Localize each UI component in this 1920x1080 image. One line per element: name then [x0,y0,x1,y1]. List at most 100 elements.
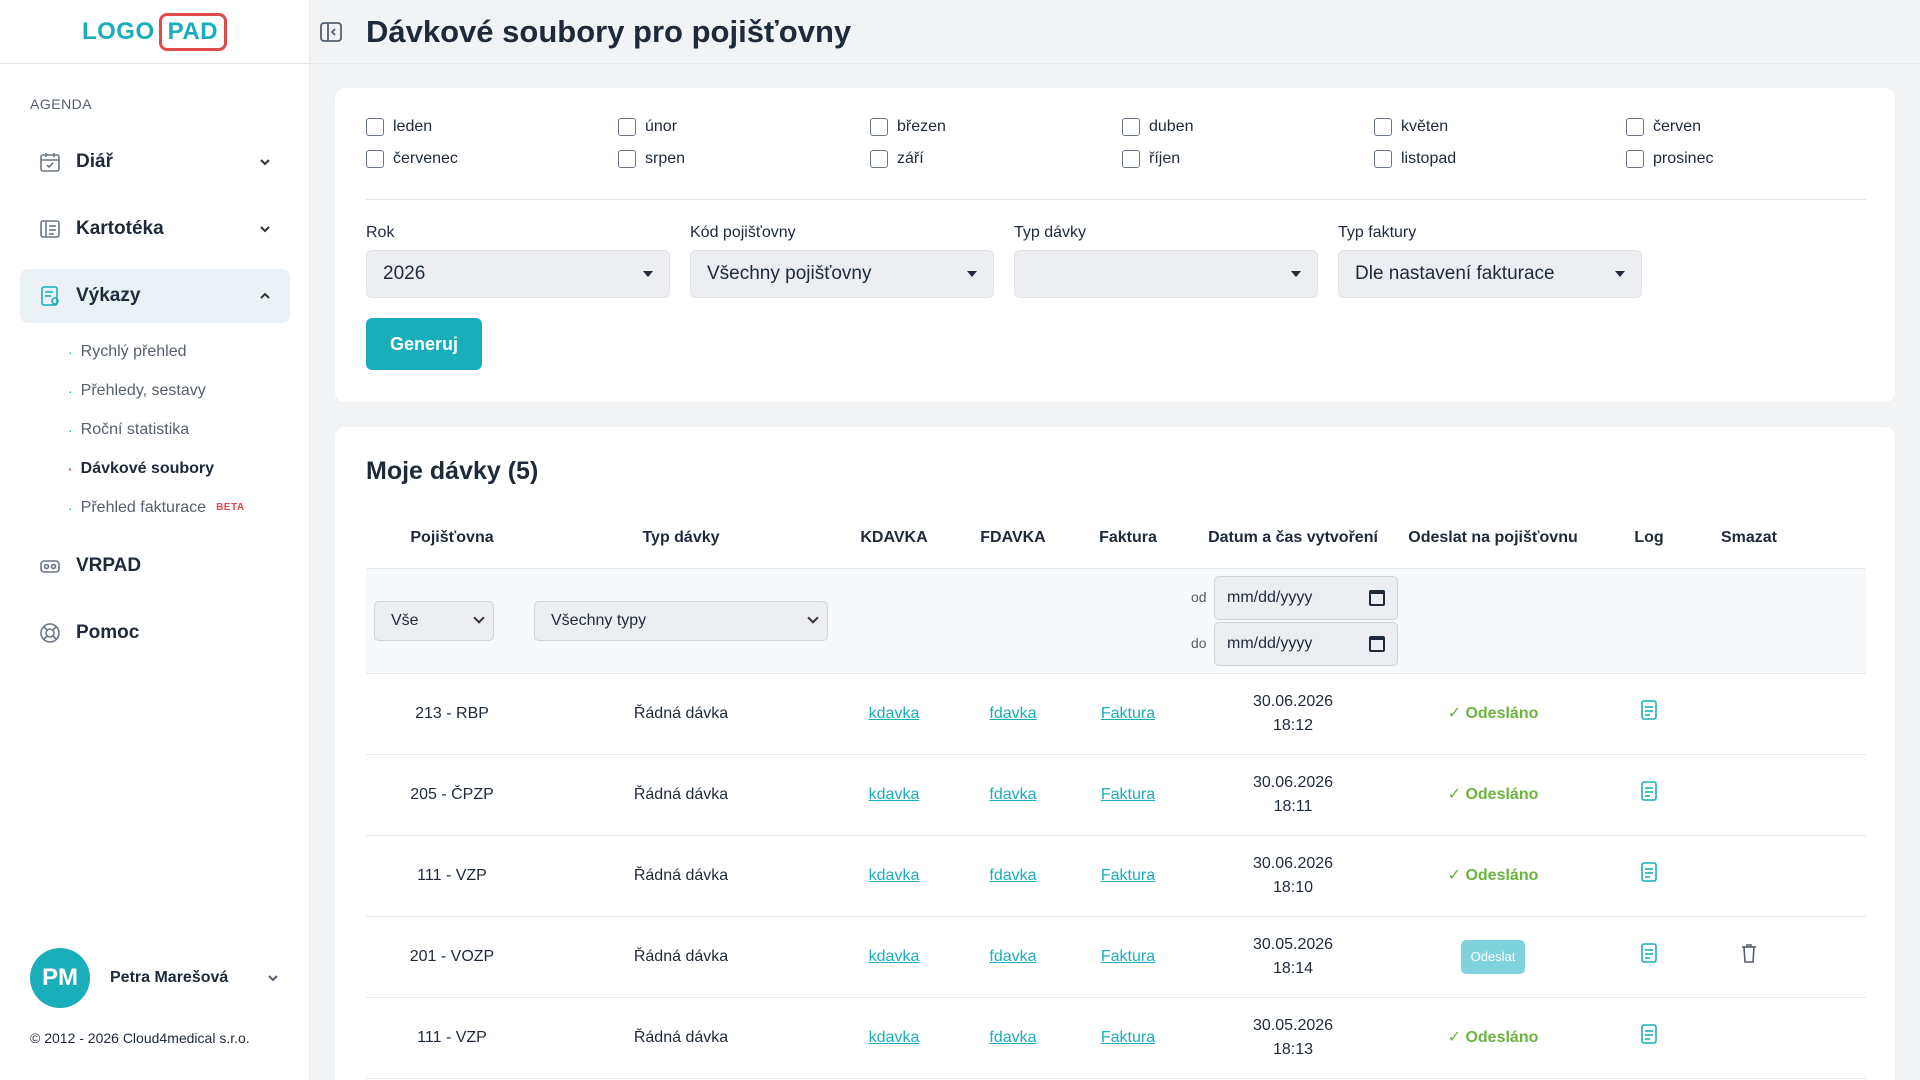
subnav-item-rocni-statistika[interactable]: · Roční statistika [68,410,290,449]
typ-davky-select[interactable] [1014,250,1318,298]
trash-icon[interactable] [1739,942,1759,964]
cell-typ: Řádná dávka [633,705,729,722]
checkbox[interactable] [366,118,384,136]
log-document-icon[interactable] [1639,861,1659,883]
checkbox[interactable] [1626,150,1644,168]
fdavka-link[interactable]: fdavka [989,786,1037,803]
field-label: Typ faktury [1338,224,1417,241]
nav-item-diar[interactable]: Diář [20,135,290,189]
checkbox[interactable] [870,150,888,168]
nav-item-kartoteka[interactable]: Kartotéka [20,202,290,256]
filter-card: leden únor březen duben květen červen če… [335,88,1895,402]
checkbox[interactable] [1122,150,1140,168]
date-from-input[interactable]: mm/dd/yyyy [1214,576,1398,620]
checkbox[interactable] [1374,150,1392,168]
subnav-item-prehled-fakturace[interactable]: · Přehled fakturace BETA [68,488,290,527]
faktura-link[interactable]: Faktura [1100,1029,1156,1046]
faktura-link[interactable]: Faktura [1100,786,1156,803]
month-checkbox-rijen[interactable]: říjen [1122,150,1374,168]
kdavka-link[interactable]: kdavka [868,1029,920,1046]
cell-typ: Řádná dávka [633,948,729,965]
kdavka-link[interactable]: kdavka [868,867,920,884]
calendar-icon[interactable] [1369,590,1385,606]
page-title: Dávkové soubory pro pojišťovny [366,13,852,49]
status-sent: ✓ Odesláno [1447,786,1539,803]
month-checkbox-prosinec[interactable]: prosinec [1626,150,1878,168]
month-checkbox-unor[interactable]: únor [618,118,870,136]
cell-time: 18:12 [1272,717,1314,734]
fdavka-link[interactable]: fdavka [989,867,1037,884]
log-document-icon[interactable] [1639,780,1659,802]
nav-item-label: Diář [76,151,113,172]
table-row: 201 - VOZP Řádná dávka kdavka fdavka Fak… [366,917,1866,998]
logo[interactable]: LOGO PAD [82,12,228,51]
fdavka-link[interactable]: fdavka [989,948,1037,965]
log-document-icon[interactable] [1639,942,1659,964]
log-document-icon[interactable] [1639,1023,1659,1045]
nav-item-vykazy[interactable]: Výkazy [20,269,290,323]
checkbox[interactable] [618,150,636,168]
caret-down-icon [643,271,653,277]
checkbox[interactable] [366,150,384,168]
nav-item-pomoc[interactable]: Pomoc [20,606,290,660]
month-checkbox-srpen[interactable]: srpen [618,150,870,168]
cell-pojistovna: 201 - VOZP [409,948,495,965]
month-checkbox-brezen[interactable]: březen [870,118,1122,136]
month-checkbox-duben[interactable]: duben [1122,118,1374,136]
rok-select[interactable]: 2026 [366,250,670,298]
checkbox[interactable] [1122,118,1140,136]
bullet: · [68,382,73,399]
chevron-down-icon [260,159,270,166]
subnav-label: Přehled fakturace [80,498,207,516]
checkbox[interactable] [1626,118,1644,136]
table-row: 111 - VZP Řádná dávka kdavka fdavka Fakt… [366,836,1866,917]
subnav-item-rychly-prehled[interactable]: · Rychlý přehled [68,332,290,371]
kdavka-link[interactable]: kdavka [868,948,920,965]
avatar: PM [30,948,90,1008]
fdavka-link[interactable]: fdavka [989,705,1037,722]
field-typ-davky: Typ dávky [1014,224,1318,298]
subnav-label: Dávkové soubory [80,459,215,477]
logo-area: LOGO PAD [0,0,309,64]
checkbox[interactable] [618,118,636,136]
send-button[interactable]: Odeslat [1460,940,1526,974]
log-document-icon[interactable] [1639,699,1659,721]
month-checkbox-cervenec[interactable]: červenec [366,150,618,168]
month-checkbox-listopad[interactable]: listopad [1374,150,1626,168]
nav-item-vrpad[interactable]: VRPAD [20,539,290,593]
generate-button[interactable]: Generuj [366,318,482,370]
month-checkboxes: leden únor březen duben květen červen če… [366,118,1866,168]
kod-pojistovny-select[interactable]: Všechny pojišťovny [690,250,994,298]
month-checkbox-kveten[interactable]: květen [1374,118,1626,136]
subnav-item-davkove-soubory[interactable]: · Dávkové soubory [68,449,290,488]
month-checkbox-leden[interactable]: leden [366,118,618,136]
subnav-item-prehledy[interactable]: · Přehledy, sestavy [68,371,290,410]
kdavka-link[interactable]: kdavka [868,786,920,803]
kdavka-link[interactable]: kdavka [868,705,920,722]
faktura-link[interactable]: Faktura [1100,948,1156,965]
typ-filter-select[interactable]: Všechny typy [534,601,828,641]
date-to-input[interactable]: mm/dd/yyyy [1214,622,1398,666]
checkbox[interactable] [1374,118,1392,136]
date-from-label: od [1191,589,1207,605]
checkbox[interactable] [870,118,888,136]
table-row: 111 - VZP Řádná dávka kdavka fdavka Fakt… [366,998,1866,1079]
page-header: Dávkové soubory pro pojišťovny [310,0,1920,64]
bullet: · [68,421,73,438]
month-checkbox-cerven[interactable]: červen [1626,118,1878,136]
calendar-icon [38,150,62,174]
faktura-link[interactable]: Faktura [1100,705,1156,722]
pojistovna-filter-select[interactable]: Vše [374,601,494,641]
field-kod-pojistovny: Kód pojišťovny Všechny pojišťovny [690,224,994,298]
month-checkbox-zari[interactable]: září [870,150,1122,168]
fdavka-link[interactable]: fdavka [989,1029,1037,1046]
calendar-icon[interactable] [1369,636,1385,652]
typ-faktury-select[interactable]: Dle nastavení fakturace [1338,250,1642,298]
user-menu[interactable]: PM Petra Marešová [30,948,280,1008]
caret-down-icon [1615,271,1625,277]
column-header: Smazat [1720,528,1778,546]
table-row: 205 - ČPZP Řádná dávka kdavka fdavka Fak… [366,755,1866,836]
sidebar-collapse-icon[interactable] [318,19,344,45]
faktura-link[interactable]: Faktura [1100,867,1156,884]
lifebuoy-icon [38,621,62,645]
